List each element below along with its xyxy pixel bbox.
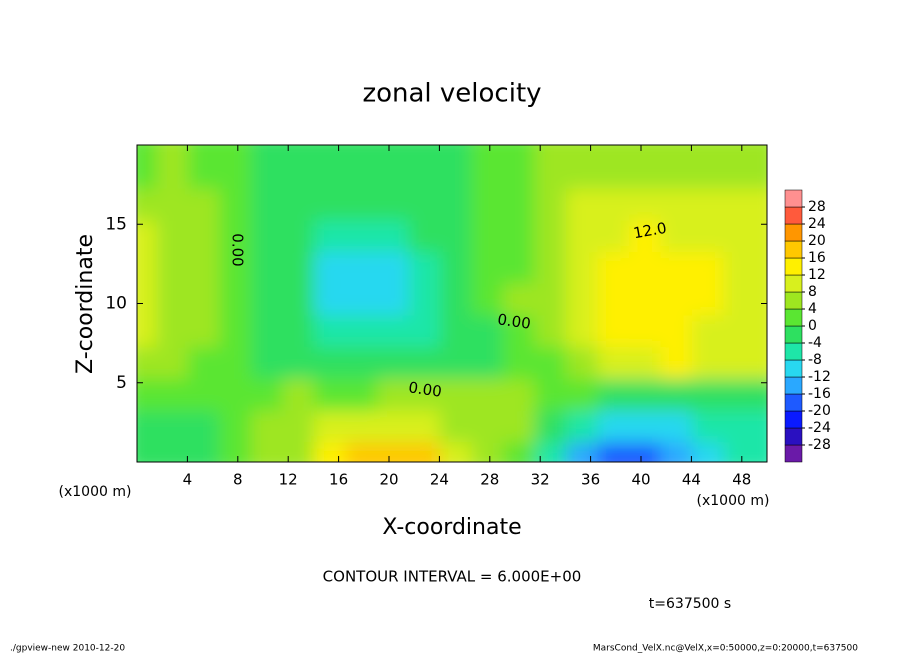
colorbar-swatch [784,359,803,378]
colorbar-swatch [784,206,803,225]
contour-label: 0.00 [496,310,532,332]
x-tick-label: 16 [329,471,348,489]
y-tick-label: 5 [116,373,127,393]
contour-label: 12.0 [632,219,668,243]
x-unit-right: (x1000 m) [697,493,770,509]
colorbar-label: 20 [808,233,826,249]
x-tick-label: 8 [233,471,243,489]
colorbar-label: -24 [808,420,831,436]
x-tick-label: 44 [682,471,701,489]
colorbar-label: 28 [808,199,826,215]
colorbar-swatch [784,240,803,259]
x-tick-label: 36 [581,471,600,489]
colorbar-label: -20 [808,403,831,419]
colorbar-swatch [784,223,803,242]
x-tick-label: 48 [732,471,751,489]
colorbar-swatch [784,257,803,276]
colorbar-label: -4 [808,335,822,351]
colorbar-swatch [784,393,803,412]
x-tick-label: 12 [279,471,298,489]
footer-left: ./gpview-new 2010-12-20 [10,644,125,654]
colorbar-swatch [784,189,803,208]
colorbar-label: 16 [808,250,826,266]
subtitle: CONTOUR INTERVAL = 6.000E+00 [323,568,582,586]
x-axis-label: X-coordinate [382,515,521,540]
contour-label: 0.00 [407,378,443,400]
x-tick-label: 20 [379,471,398,489]
colorbar-swatch [784,342,803,361]
y-tick-label: 15 [105,214,127,234]
colorbar-label: 4 [808,301,817,317]
colorbar-swatch [784,410,803,429]
colorbar-swatch [784,444,803,463]
colorbar-swatch [784,325,803,344]
footer-right: MarsCond_VelX.nc@VelX,x=0:50000,z=0:2000… [593,644,858,654]
x-tick-label: 32 [531,471,550,489]
y-tick-label: 10 [105,294,127,314]
colorbar-label: -8 [808,352,822,368]
chart-title: zonal velocity [362,79,541,109]
x-tick-label: 24 [430,471,449,489]
colorbar-label: -12 [808,369,831,385]
colorbar-label: -16 [808,386,831,402]
contour-label: 0.00 [229,233,247,266]
colorbar-swatch [784,376,803,395]
x-tick-label: 40 [631,471,650,489]
colorbar-swatch [784,274,803,293]
x-tick-label: 28 [480,471,499,489]
colorbar-label: -28 [808,437,831,453]
colorbar-swatch [784,291,803,310]
x-tick-label: 4 [183,471,193,489]
colorbar-swatch [784,427,803,446]
field-cell [723,145,767,189]
colorbar-label: 8 [808,284,817,300]
colorbar-label: 24 [808,216,826,232]
colorbar-label: 12 [808,267,826,283]
colorbar-swatch [784,308,803,327]
colorbar-label: 0 [808,318,817,334]
y-axis-label: Z-coordinate [73,234,98,374]
x-unit-left: (x1000 m) [59,484,132,500]
time-label: t=637500 s [649,596,731,612]
